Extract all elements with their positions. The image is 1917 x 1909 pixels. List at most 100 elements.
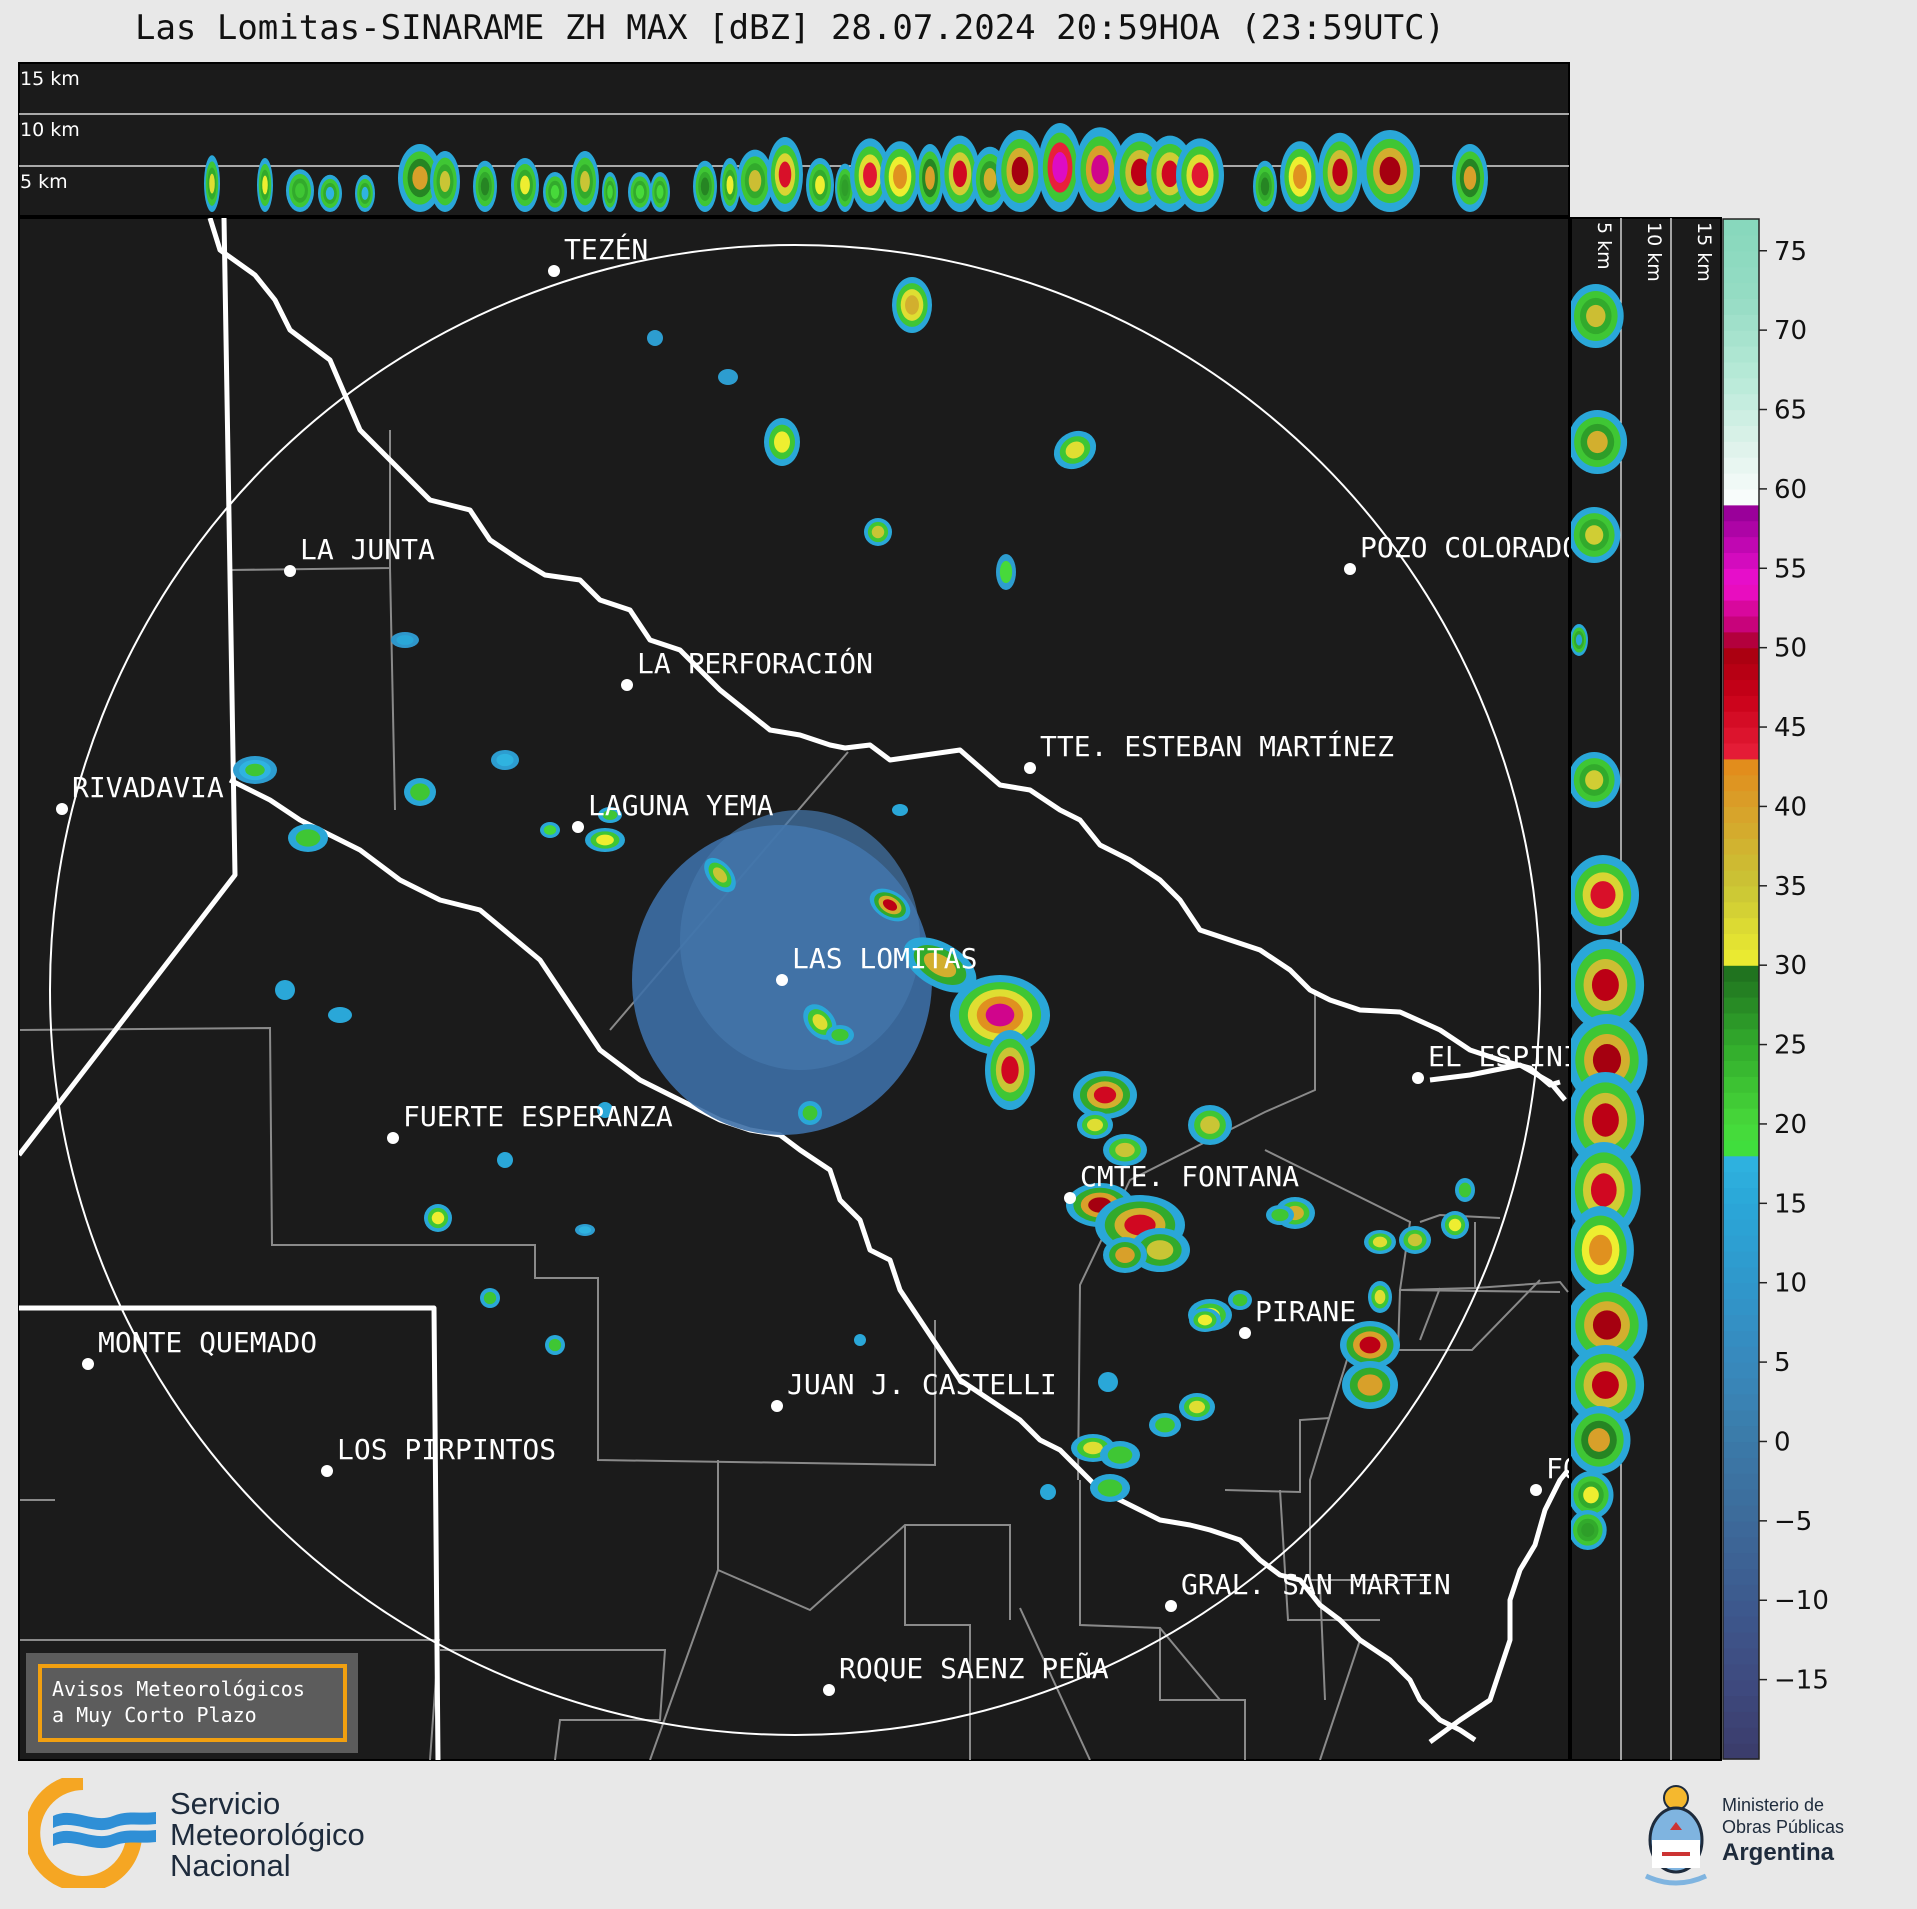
smn-logo: Servicio Meteorológico Nacional: [28, 1778, 448, 1888]
colorbar-tick-label: 65: [1774, 396, 1807, 426]
echo-core: [635, 185, 645, 199]
colorbar-segment: [1723, 377, 1759, 395]
colorbar-segments: [1723, 219, 1759, 1760]
place-marker: [1024, 762, 1036, 774]
colorbar-segment: [1723, 1298, 1759, 1316]
place-marker: [1239, 1327, 1251, 1339]
echo-cell: [545, 1335, 565, 1355]
colorbar-segment: [1723, 647, 1759, 665]
colorbar-segment: [1723, 1155, 1759, 1173]
echo-cell: [1571, 1072, 1645, 1168]
echo-cell: [892, 277, 932, 333]
echo-core: [520, 175, 530, 195]
echo-core: [1575, 634, 1583, 646]
colorbar-segment: [1723, 663, 1759, 681]
echo-core: [1592, 1310, 1622, 1340]
echo-core: [893, 164, 907, 189]
echo-core: [1590, 1173, 1617, 1207]
echo-cell: [257, 158, 273, 212]
echo-cell: [1571, 410, 1628, 474]
colorbar-segment: [1723, 949, 1759, 966]
echo-core: [410, 783, 430, 801]
place-marker: [776, 974, 788, 986]
echo-core: [892, 804, 908, 816]
colorbar-tick-label: 75: [1774, 237, 1807, 267]
colorbar-segment: [1723, 1314, 1759, 1331]
colorbar-tick-label: 40: [1774, 792, 1807, 822]
colorbar-segment: [1723, 1457, 1759, 1474]
echo-core: [925, 166, 935, 190]
top-height-label-10: 10 km: [20, 119, 80, 141]
echo-core: [1585, 525, 1604, 545]
echo-core: [1372, 1236, 1388, 1248]
colorbar-segment: [1723, 409, 1759, 426]
colorbar-segment: [1723, 1060, 1759, 1077]
echo-cell: [1100, 1441, 1140, 1469]
alert-box[interactable]: Avisos Meteorológicos a Muy Corto Plazo: [26, 1653, 358, 1753]
echo-core: [923, 952, 957, 978]
echo-core: [1098, 1372, 1118, 1392]
echo-cell: [1040, 1484, 1056, 1500]
alert-line1: Avisos Meteorológicos: [52, 1677, 305, 1701]
echo-cell: [850, 138, 890, 212]
place-marker: [621, 679, 633, 691]
echo-core: [1189, 1400, 1205, 1414]
colorbar-segment: [1723, 631, 1759, 649]
echo-cell: [1103, 1134, 1147, 1166]
colorbar-segment: [1723, 869, 1759, 887]
echo-cell: [806, 158, 834, 212]
colorbar-segment: [1723, 488, 1759, 506]
colorbar-segment: [1723, 1743, 1759, 1760]
echo-cell: [1098, 1372, 1118, 1392]
echo-cell: [916, 144, 944, 212]
echo-cell: [602, 172, 618, 212]
colorbar-tick-label: 5: [1774, 1348, 1791, 1378]
echo-core: [480, 177, 490, 196]
colorbar-segment: [1723, 806, 1759, 823]
place-marker: [1064, 1192, 1076, 1204]
smn-line1: Servicio: [170, 1786, 281, 1821]
echo-core: [712, 867, 728, 883]
colorbar-segment: [1723, 584, 1759, 601]
main-map-panel: TEZÉN LA JUNTA POZO COLORADO LA PERFORACIÓN…: [18, 217, 1570, 1761]
echo-cell: [1340, 1321, 1400, 1369]
colorbar-tick-label: 15: [1774, 1189, 1807, 1219]
echo-core: [1587, 430, 1608, 454]
echo-cell: [720, 158, 740, 212]
echo-core: [596, 834, 614, 846]
echo-core: [815, 175, 825, 195]
echo-core: [1052, 152, 1068, 183]
echo-core: [953, 160, 967, 188]
echo-cell: [275, 980, 295, 1000]
colorbar-segment: [1723, 504, 1759, 522]
colorbar-segment: [1723, 1600, 1759, 1617]
echo-core: [1040, 1484, 1056, 1500]
place-marker: [823, 1684, 835, 1696]
echo-cell: [869, 888, 911, 922]
colorbar-segment: [1723, 965, 1759, 982]
echo-cell: [473, 160, 497, 212]
echo-cell: [767, 137, 803, 212]
colorbar-tick-label: 25: [1774, 1031, 1807, 1061]
echo-core: [1097, 1479, 1123, 1497]
colorbar-segment: [1723, 266, 1759, 284]
place-label: TEZÉN: [564, 232, 648, 266]
echo-cell: [511, 158, 539, 212]
echo-cell: [1266, 1205, 1294, 1225]
place-marker: [321, 1465, 333, 1477]
echo-cell: [693, 160, 717, 212]
echo-cell: [880, 141, 920, 213]
echo-core: [1374, 1289, 1386, 1305]
colorbar-segment: [1723, 219, 1759, 236]
echo-core: [1357, 1374, 1383, 1396]
colorbar-frame: [1722, 218, 1760, 1760]
map-echo-layer: [233, 277, 1475, 1502]
colorbar-segment: [1723, 822, 1759, 839]
place-label: CMTE. FONTANA: [1080, 1160, 1299, 1193]
echo-cell: [718, 369, 738, 385]
echo-cell: [1571, 1406, 1631, 1474]
echo-cell: [1571, 855, 1639, 935]
echo-cell: [1053, 430, 1097, 470]
